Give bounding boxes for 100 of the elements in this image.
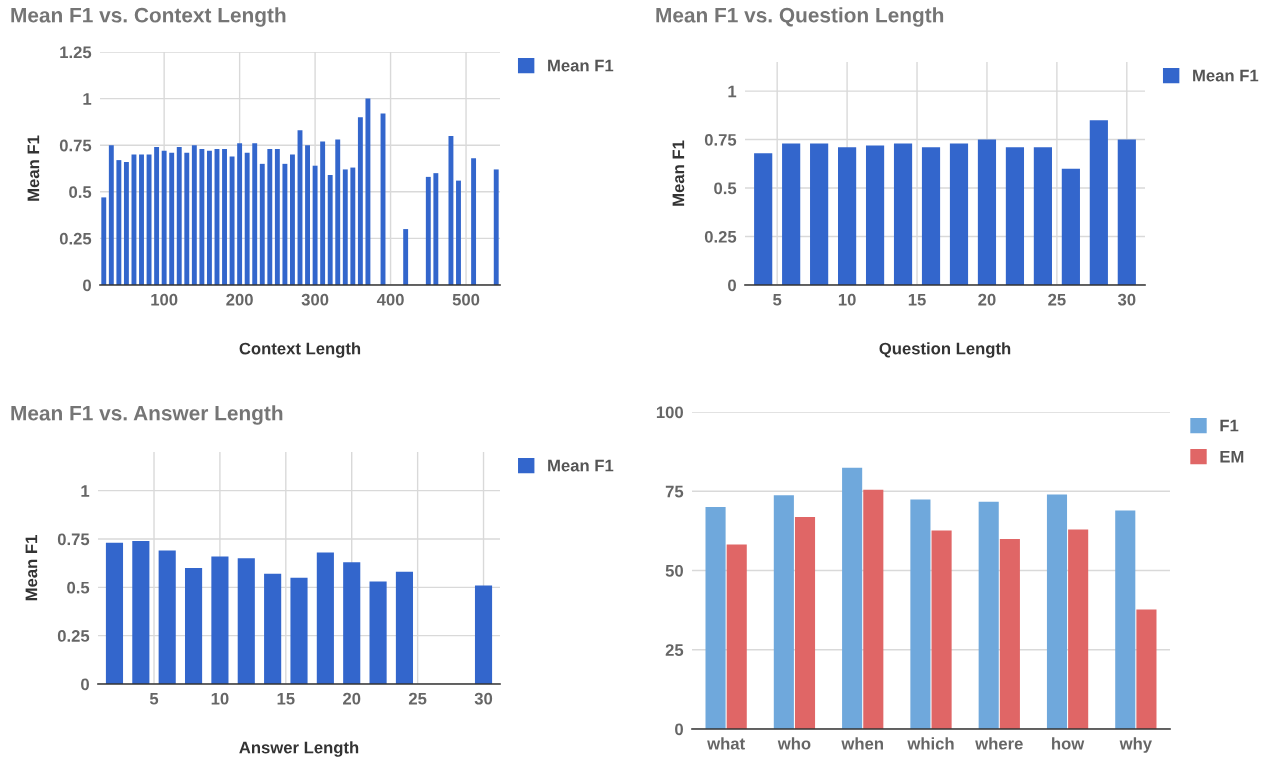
- y-tick-label: 1.25: [60, 46, 92, 59]
- x-tick-label: when: [841, 737, 883, 750]
- bar: [1089, 120, 1108, 285]
- bar: [726, 544, 747, 729]
- x-tick-label: 100: [151, 293, 178, 306]
- bar: [154, 147, 160, 285]
- x-tick-label: who: [777, 737, 811, 750]
- bar: [395, 571, 414, 684]
- bar: [116, 160, 122, 285]
- bar: [999, 539, 1020, 729]
- bar: [1061, 168, 1080, 285]
- bar: [259, 163, 265, 285]
- bar: [782, 143, 801, 285]
- y-tick-label: 0.75: [59, 139, 92, 152]
- y-axis-title: Mean F1: [25, 535, 38, 601]
- bar: [369, 581, 387, 684]
- bar: [169, 152, 175, 285]
- bar: [132, 540, 150, 684]
- y-tick-label: 0: [728, 279, 736, 292]
- bar: [264, 573, 282, 684]
- bar: [1117, 139, 1136, 285]
- bar: [222, 148, 227, 285]
- bar: [312, 165, 318, 285]
- bar: [237, 143, 243, 285]
- bar: [290, 154, 295, 285]
- bar: [184, 568, 203, 684]
- x-tick-label: where: [975, 737, 1023, 750]
- y-tick-label: 0.75: [704, 133, 737, 146]
- bar: [158, 550, 176, 684]
- x-tick-label: 500: [452, 293, 480, 306]
- bar: [320, 141, 326, 285]
- bar: [350, 167, 356, 285]
- x-tick-label: 30: [1117, 293, 1136, 306]
- bar: [433, 173, 439, 285]
- bar: [921, 147, 941, 285]
- bar: [101, 197, 107, 285]
- bar: [978, 501, 999, 729]
- bar: [403, 229, 409, 285]
- y-tick-label: 0.25: [704, 230, 737, 243]
- x-tick-label: 10: [211, 692, 229, 705]
- bar: [754, 153, 773, 285]
- x-axis-title: Question Length: [879, 342, 1011, 358]
- y-tick-label: 75: [665, 485, 684, 498]
- y-tick-label: 0.5: [714, 182, 737, 195]
- x-tick-label: 15: [277, 692, 295, 705]
- bar: [316, 552, 334, 684]
- y-tick-label: 0: [83, 279, 91, 292]
- x-tick-label: 25: [408, 692, 427, 705]
- bar: [343, 562, 361, 684]
- x-tick-label: 300: [301, 293, 329, 306]
- bar: [810, 143, 829, 285]
- y-tick-label: 0.75: [57, 533, 90, 546]
- bar: [365, 98, 371, 285]
- bar: [290, 577, 308, 684]
- bar: [705, 507, 726, 729]
- bar: [282, 163, 288, 285]
- y-tick-label: 100: [656, 406, 683, 419]
- bar: [267, 148, 273, 285]
- x-tick-label: 20: [978, 293, 996, 306]
- bar: [105, 542, 124, 684]
- bar: [252, 143, 258, 285]
- bar: [910, 499, 931, 729]
- y-tick-label: 0: [81, 678, 89, 691]
- bar: [1136, 609, 1157, 729]
- bar: [1005, 147, 1025, 285]
- bar: [237, 558, 255, 684]
- y-tick-label: 0.5: [67, 581, 90, 594]
- y-axis-title: Mean F1: [672, 140, 685, 206]
- bar: [244, 152, 250, 285]
- legend-label: Mean F1: [548, 59, 614, 72]
- bar: [335, 139, 341, 285]
- bar: [1046, 494, 1068, 729]
- x-tick-label: 5: [149, 692, 159, 705]
- bar: [1068, 529, 1089, 729]
- x-tick-label: 5: [773, 293, 782, 306]
- chart-title: Mean F1 vs. Answer Length: [11, 405, 283, 425]
- x-tick-label: 20: [343, 692, 361, 705]
- x-tick-label: 10: [838, 293, 856, 306]
- x-tick-label: how: [1052, 737, 1085, 750]
- y-tick-label: 1: [728, 85, 737, 98]
- bar: [448, 135, 454, 285]
- x-tick-label: 30: [474, 692, 493, 705]
- bar: [1033, 147, 1052, 285]
- bar: [357, 117, 363, 285]
- bar: [425, 176, 431, 285]
- x-axis-title: Answer Length: [239, 741, 359, 757]
- legend-label: Mean F1: [548, 459, 614, 472]
- x-tick-label: what: [707, 737, 745, 750]
- legend-label: F1: [1220, 419, 1239, 432]
- bar: [842, 467, 863, 729]
- bar: [123, 161, 129, 285]
- x-tick-label: why: [1119, 737, 1152, 753]
- bar: [794, 516, 816, 729]
- bar: [863, 489, 884, 729]
- bar: [327, 175, 333, 285]
- bar: [773, 495, 794, 729]
- y-tick-label: 0: [675, 723, 683, 736]
- y-axis-title: Mean F1: [27, 135, 40, 201]
- bar: [893, 143, 913, 285]
- bar: [474, 585, 493, 684]
